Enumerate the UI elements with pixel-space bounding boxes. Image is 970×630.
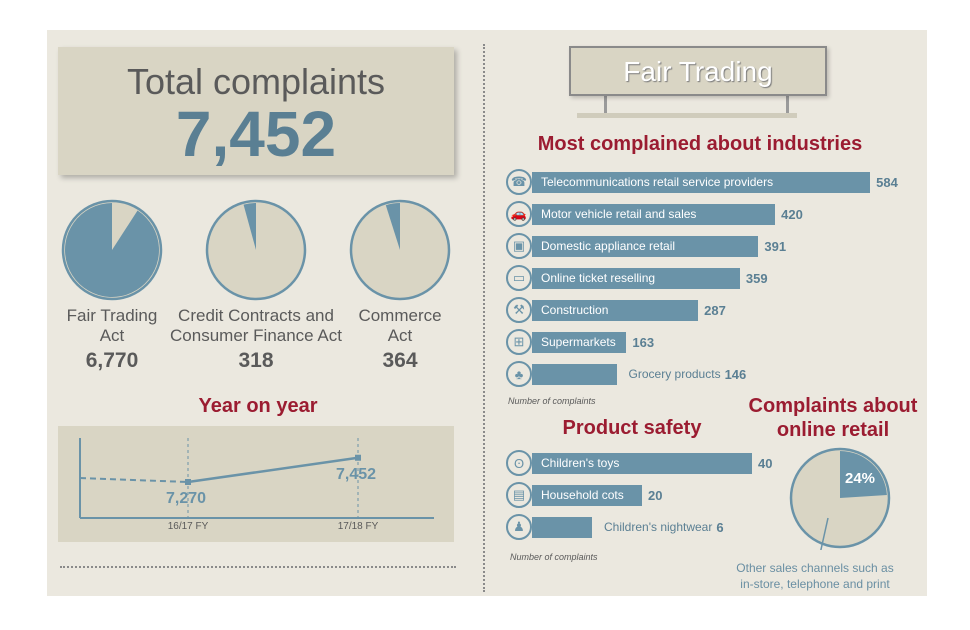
industry-bar-value-5: 163 bbox=[632, 335, 655, 350]
credit-contracts-act-value: 318 bbox=[238, 349, 274, 372]
trend-lead-in bbox=[79, 477, 189, 483]
industry-bar-2 bbox=[532, 236, 759, 257]
horizontal-divider bbox=[60, 566, 456, 568]
hammer-icon: ⚒ bbox=[506, 297, 532, 323]
industry-bar-label-3: Online ticket reselling bbox=[541, 271, 656, 285]
industry-bar-3 bbox=[532, 268, 740, 289]
trend-line bbox=[187, 456, 359, 484]
appliance-icon: ▣ bbox=[506, 233, 532, 259]
groceries-icon: ♣ bbox=[506, 361, 532, 387]
year-on-year-chart: 7,270 7,452 16/17 FY 17/18 FY bbox=[58, 426, 454, 542]
industry-bar-value-2: 391 bbox=[764, 239, 787, 254]
credit-contracts-act-label: Credit Contracts and Consumer Finance Act bbox=[170, 306, 342, 345]
industry-bar-value-4: 287 bbox=[704, 303, 726, 318]
credit-contracts-act-pie bbox=[205, 199, 307, 301]
safety-bar-value-1: 20 bbox=[648, 488, 663, 503]
safety-bar-1 bbox=[532, 485, 642, 506]
tick-label-17-18: 17/18 FY bbox=[337, 521, 379, 532]
cot-icon: ▤ bbox=[506, 482, 532, 508]
industry-bar-6 bbox=[532, 364, 617, 385]
industry-bar-value-1: 420 bbox=[781, 207, 803, 222]
industries-title: Most complained about industries bbox=[537, 133, 863, 155]
commerce-act-value: 364 bbox=[382, 349, 418, 372]
sign-post-right bbox=[786, 96, 789, 116]
nightwear-icon: ♟ bbox=[506, 514, 532, 540]
industry-bar-label-1: Motor vehicle retail and sales bbox=[541, 207, 697, 221]
safety-bar-2 bbox=[532, 517, 592, 538]
basket-icon: ⊞ bbox=[506, 329, 532, 355]
year-on-year-title: Year on year bbox=[198, 395, 318, 417]
online-retail-percent: 24% bbox=[844, 470, 876, 487]
industry-bar-1 bbox=[532, 204, 776, 225]
industry-bar-0 bbox=[532, 172, 871, 193]
credit-contracts-act-slice bbox=[243, 203, 256, 250]
sign-post-left bbox=[604, 96, 607, 116]
fair-trading-sign: Fair Trading bbox=[569, 46, 827, 96]
total-complaints-value: 7,452 bbox=[175, 98, 337, 170]
value-label-16-17: 7,270 bbox=[166, 490, 207, 507]
industry-bar-label-2: Domestic appliance retail bbox=[541, 239, 676, 253]
industry-bar-label-5: Supermarkets bbox=[541, 335, 616, 349]
industry-bar-value-0: 584 bbox=[876, 175, 898, 190]
vertical-divider bbox=[483, 44, 485, 592]
fair-trading-title: Fair Trading bbox=[623, 56, 773, 87]
teddy-bear-icon: ʘ bbox=[506, 450, 532, 476]
industry-bar-label-0: Telecommunications retail service provid… bbox=[541, 175, 774, 189]
phone-icon: ☎ bbox=[506, 169, 532, 195]
online-retail-caption: Other sales channels such as in-store, te… bbox=[736, 561, 894, 591]
sign-base bbox=[577, 113, 797, 118]
industry-bar-value-3: 359 bbox=[745, 271, 768, 286]
industry-bar-value-6: 146 bbox=[724, 367, 747, 382]
point-16-17 bbox=[185, 479, 191, 485]
safety-bar-0 bbox=[532, 453, 752, 474]
online-retail-title: Complaints about online retail bbox=[748, 395, 918, 441]
callout-line bbox=[820, 517, 829, 550]
product-safety-axis-note: Number of complaints bbox=[510, 552, 598, 562]
industries-axis-note: Number of complaints bbox=[508, 396, 596, 406]
commerce-act-label: Commerce Act bbox=[358, 306, 442, 345]
car-icon: 🚗 bbox=[506, 201, 532, 227]
safety-bar-value-0: 40 bbox=[758, 456, 773, 471]
value-label-17-18: 7,452 bbox=[336, 465, 377, 483]
industry-bar-label-6: Grocery products bbox=[628, 367, 721, 381]
fair-trading-act-value: 6,770 bbox=[85, 349, 139, 372]
commerce-act-pie bbox=[349, 199, 451, 301]
commerce-act-slice bbox=[385, 203, 400, 250]
fair-trading-act-slice bbox=[64, 203, 159, 297]
industry-bar-label-4: Construction bbox=[541, 303, 609, 317]
fair-trading-act-pie bbox=[61, 199, 163, 301]
online-retail-slice bbox=[840, 451, 887, 498]
safety-bar-label-0: Children's toys bbox=[541, 456, 620, 470]
product-safety-title: Product safety bbox=[562, 417, 702, 439]
total-complaints-title: Total complaints bbox=[126, 61, 386, 102]
safety-bar-label-1: Household cots bbox=[541, 488, 624, 502]
computer-icon: ▭ bbox=[506, 265, 532, 291]
tick-label-16-17: 16/17 FY bbox=[167, 521, 209, 532]
industry-bar-5 bbox=[532, 332, 627, 353]
safety-bar-value-2: 6 bbox=[716, 520, 724, 535]
fair-trading-act-label: Fair Trading Act bbox=[66, 306, 158, 345]
point-17-18 bbox=[355, 454, 361, 461]
industry-bar-4 bbox=[532, 300, 699, 321]
year-on-year-svg bbox=[79, 438, 434, 519]
online-retail-pie bbox=[789, 447, 891, 550]
total-complaints-box: Total complaints 7,452 bbox=[58, 47, 454, 175]
safety-bar-label-2: Children's nightwear bbox=[604, 520, 713, 534]
